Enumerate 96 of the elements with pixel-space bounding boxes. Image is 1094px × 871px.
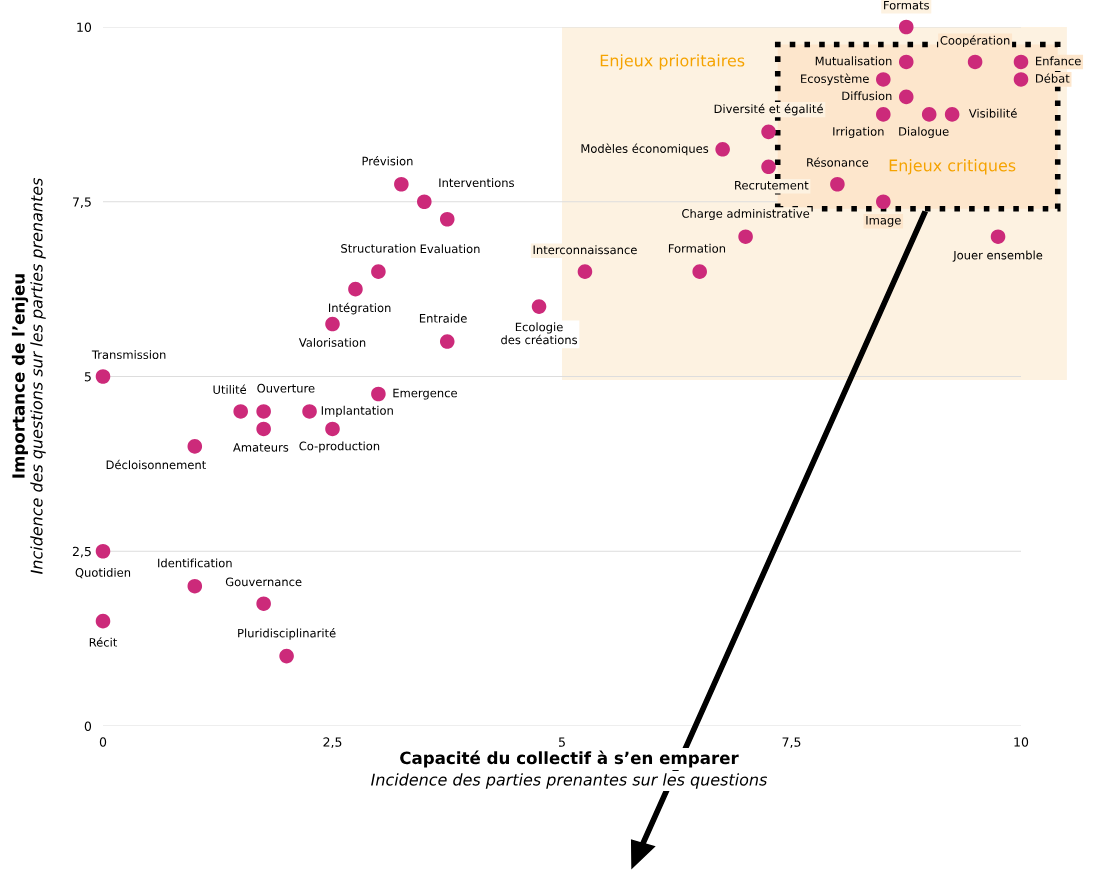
annotation: Résonance (807, 157, 869, 167)
annotation: Gouvernance (225, 577, 302, 587)
annotation: Formats (884, 0, 929, 10)
point (439, 211, 455, 227)
point (577, 264, 593, 279)
point (944, 107, 960, 122)
annotation: Valorisation (298, 337, 366, 347)
annotation: Intégration (328, 302, 391, 315)
annotation: Ecosystème (801, 73, 869, 86)
y-tick-label: 0 (84, 721, 92, 731)
x-tick-label: 10 (1014, 737, 1029, 747)
annotation: Identification (158, 558, 232, 568)
y-tick-label: 7,5 (73, 197, 91, 208)
annotation: Ouverture (257, 383, 315, 393)
text: Incidence des parties prenantes sur les questions (371, 773, 768, 789)
annotation: Utilité (213, 384, 247, 394)
annotation: Diffusion (842, 91, 892, 101)
point (531, 299, 547, 314)
point (302, 404, 317, 419)
annotation: Enfance (1036, 56, 1081, 66)
point (830, 176, 845, 192)
point (715, 142, 730, 157)
point (348, 281, 363, 297)
point (1013, 54, 1029, 70)
annotation: Evaluation (420, 244, 480, 254)
annotation: Jouer ensemble (952, 250, 1043, 262)
x-axis-title: Capacité du collectif à s’en emparer (400, 750, 739, 768)
point (898, 19, 914, 35)
annotation: Implantation (321, 405, 393, 418)
point (95, 613, 111, 629)
point (95, 369, 111, 384)
point (898, 54, 914, 70)
annotation: Emergence (393, 388, 457, 400)
point (233, 404, 248, 419)
x-tick-label: 5 (558, 737, 565, 747)
point (325, 316, 340, 332)
annotation: Coopération (940, 35, 1010, 47)
point (325, 421, 340, 437)
point (95, 543, 111, 559)
x-tick-label: 7,5 (782, 737, 801, 749)
band-label: Enjeux critiques (889, 159, 1016, 175)
annotation: Amateurs (233, 443, 289, 452)
point (371, 264, 386, 279)
annotation: Charge administrative (682, 208, 810, 221)
point (256, 596, 271, 611)
point (876, 107, 891, 122)
y-axis-title: Importance de l’enjeu (11, 274, 29, 478)
point (394, 176, 409, 192)
point (371, 386, 386, 402)
y-tick-label: 5 (84, 372, 91, 382)
x-tick-label: 0 (99, 737, 107, 747)
point (439, 334, 455, 349)
annotation: Diversité et égalité (714, 103, 823, 116)
annotation: Structuration (341, 243, 416, 253)
point (876, 72, 891, 87)
annotation: Image (866, 215, 901, 227)
band-label: Enjeux prioritaires (600, 54, 745, 70)
point (417, 194, 432, 210)
point (1013, 72, 1029, 87)
annotation: Quotidien (75, 567, 131, 579)
annotation: Recrutement (735, 181, 809, 190)
annotation: Entraide (419, 313, 467, 323)
y-tick-label: 2,5 (72, 546, 91, 558)
point (187, 578, 203, 594)
y-tick-label: 10 (77, 22, 92, 32)
point (256, 421, 271, 437)
point (256, 404, 271, 419)
point (898, 89, 914, 105)
point (761, 124, 776, 140)
point (990, 229, 1006, 244)
annotation: Mutualisation (815, 56, 892, 66)
annotation: Décloisonnement (106, 459, 206, 470)
x-tick-label: 2,5 (323, 737, 342, 749)
point (921, 107, 937, 122)
point (279, 648, 294, 664)
annotation: Interventions (439, 178, 514, 188)
annotation: Modèles économiques (581, 143, 709, 156)
annotation: Débat (1036, 73, 1070, 83)
annotation: Dialogue (899, 126, 949, 139)
point (187, 439, 203, 454)
point (738, 229, 753, 244)
annotation: Pluridisciplinarité (238, 628, 336, 640)
annotation: Interconnaissance (533, 245, 637, 255)
annotation: Récit (89, 637, 118, 647)
point (692, 264, 707, 279)
point (967, 54, 983, 70)
annotation: Formation (668, 243, 726, 253)
point (876, 194, 891, 210)
annotation: Ecologie des créations (501, 322, 578, 345)
annotation: Prévision (362, 156, 413, 166)
annotation: Transmission (91, 350, 166, 360)
annotation: Visibilité (968, 108, 1017, 118)
annotation: Irrigation (833, 126, 884, 139)
text: Incidence des questions sur les parties prenantes (30, 177, 46, 574)
point (761, 159, 776, 175)
annotation: Co-production (299, 441, 380, 453)
